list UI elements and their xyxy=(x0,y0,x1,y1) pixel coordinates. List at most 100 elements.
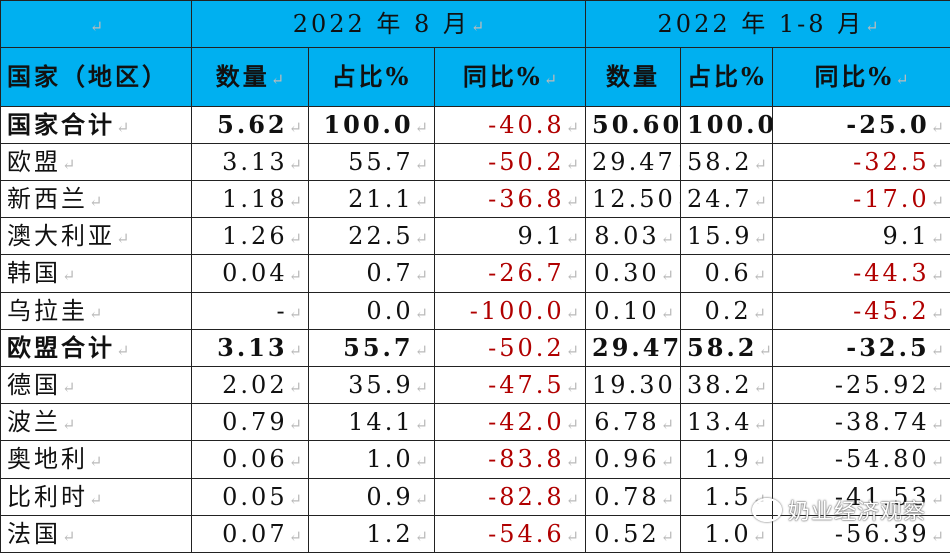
table-row: 新西兰↵1.18↵21.1↵-36.8↵12.50↵24.7↵-17.0↵ xyxy=(0,179,950,219)
cumulative-share-cell: 24.7↵ xyxy=(680,179,774,219)
monthly-yoy-cell: -54.6↵ xyxy=(433,514,587,553)
period-monthly-header: 2022 年 8 月↵ xyxy=(190,0,587,49)
cumulative-share-cell: 100.0↵ xyxy=(680,105,774,144)
monthly-share-cell: 55.7↵ xyxy=(308,142,435,181)
monthly-yoy-cell: -42.0↵ xyxy=(433,403,587,442)
table-row: 澳大利亚↵ 1.26↵ 22.5↵ 9.1↵ 8.03↵ 15.9↵ 9.1↵ xyxy=(0,217,950,256)
country-cell: 波兰↵ xyxy=(0,403,192,442)
monthly-yoy-header: 同比%↵ xyxy=(433,47,587,107)
cumulative-qty-cell: 29.47↵ xyxy=(585,328,682,367)
monthly-share-cell: 14.1↵ xyxy=(308,403,435,442)
monthly-qty-cell: 5.62↵ xyxy=(191,105,309,144)
cumulative-share-header: 占比% xyxy=(680,47,774,107)
monthly-qty-cell: 2.02↵ xyxy=(191,365,309,405)
monthly-yoy-cell: -36.8↵ xyxy=(433,179,587,219)
wechat-logo-icon xyxy=(752,498,782,522)
column-header-row: 国家（地区） 数量↵ 占比% 同比%↵ 数量 占比% 同比%↵ xyxy=(0,47,950,107)
monthly-share-cell: 22.5↵ xyxy=(308,217,435,256)
cumulative-yoy-cell: -32.5↵ xyxy=(772,142,950,181)
cumulative-yoy-cell: -32.5↵ xyxy=(772,328,950,367)
monthly-yoy-cell: 9.1↵ xyxy=(433,217,587,256)
monthly-qty-cell: -↵ xyxy=(191,291,309,330)
monthly-qty-cell: 1.18↵ xyxy=(191,179,309,219)
cumulative-share-cell: 1.0↵ xyxy=(680,514,774,553)
monthly-share-cell: 1.2↵ xyxy=(308,514,435,553)
monthly-yoy-cell: -82.8↵ xyxy=(433,477,587,516)
cumulative-share-cell: 38.2↵ xyxy=(680,365,774,405)
cumulative-yoy-cell: -41.53↵ xyxy=(772,477,950,516)
monthly-yoy-cell: -100.0↵ xyxy=(433,291,587,330)
monthly-qty-cell: 0.07↵ xyxy=(191,514,309,553)
table-row: 波兰↵ 0.79↵ 14.1↵ -42.0↵ 6.78↵ 13.4↵ -38.74↵ xyxy=(0,403,950,442)
country-cell: 德国↵ xyxy=(0,365,192,405)
cumulative-qty-cell: 0.96↵ xyxy=(585,440,682,479)
cumulative-qty-cell: 19.30↵ xyxy=(585,365,682,405)
cumulative-yoy-cell: -17.0↵ xyxy=(772,179,950,219)
monthly-share-cell: 0.7↵ xyxy=(308,254,435,293)
monthly-qty-cell: 1.26↵ xyxy=(191,217,309,256)
table-row: 韩国↵ 0.04↵ 0.7↵ -26.7↵ 0.30↵ 0.6↵ -44.3↵ xyxy=(0,254,950,293)
cumulative-yoy-cell: -54.80↵ xyxy=(772,440,950,479)
monthly-share-cell: 35.9↵ xyxy=(308,365,435,405)
monthly-qty-cell: 3.13↵ xyxy=(191,142,309,181)
cumulative-share-cell: 13.4↵ xyxy=(680,403,774,442)
monthly-qty-header: 数量↵ xyxy=(191,47,309,107)
table-row: 国家合计↵5.62↵100.0↵-40.8↵50.60↵100.0↵-25.0↵ xyxy=(0,105,950,144)
corner-cell: ↵ xyxy=(0,0,192,49)
cumulative-qty-cell: 8.03↵ xyxy=(585,217,682,256)
monthly-share-cell: 55.7↵ xyxy=(308,328,435,367)
period-cumulative-header: 2022 年 1-8 月↵ xyxy=(585,0,950,49)
cumulative-yoy-cell: 9.1↵ xyxy=(772,217,950,256)
monthly-share-cell: 0.9↵ xyxy=(308,477,435,516)
cumulative-share-cell: 0.6↵ xyxy=(680,254,774,293)
table-row: 欧盟合计↵3.13↵55.7↵-50.2↵29.47↵58.2↵-32.5↵ xyxy=(0,328,950,367)
watermark-text: 奶业经济观察 xyxy=(788,500,927,525)
cumulative-share-cell: 1.9↵ xyxy=(680,440,774,479)
table-row: 乌拉圭↵ -↵ 0.0↵ -100.0↵ 0.10↵ 0.2↵ -45.2↵ xyxy=(0,291,950,330)
country-cell: 法国↵ xyxy=(0,514,192,553)
cumulative-qty-cell: 0.30↵ xyxy=(585,254,682,293)
monthly-qty-cell: 0.05↵ xyxy=(191,477,309,516)
cumulative-yoy-cell: -25.92↵ xyxy=(772,365,950,405)
country-cell: 欧盟↵ xyxy=(0,142,192,181)
monthly-share-cell: 0.0↵ xyxy=(308,291,435,330)
country-cell: 澳大利亚↵ xyxy=(0,217,192,256)
monthly-yoy-cell: -50.2↵ xyxy=(433,142,587,181)
cumulative-qty-cell: 0.10↵ xyxy=(585,291,682,330)
cumulative-qty-cell: 0.78↵ xyxy=(585,477,682,516)
country-cell: 国家合计↵ xyxy=(0,105,192,144)
watermark: 奶业经济观察 xyxy=(752,494,926,526)
cumulative-qty-cell: 0.52↵ xyxy=(585,514,682,553)
cumulative-qty-cell: 12.50↵ xyxy=(585,179,682,219)
cumulative-qty-cell: 50.60↵ xyxy=(585,105,682,144)
monthly-qty-cell: 3.13↵ xyxy=(191,328,309,367)
country-cell: 韩国↵ xyxy=(0,254,192,293)
cumulative-yoy-cell: -45.2↵ xyxy=(772,291,950,330)
monthly-yoy-cell: -50.2↵ xyxy=(433,328,587,367)
cumulative-yoy-cell: -25.0↵ xyxy=(772,105,950,144)
monthly-qty-cell: 0.79↵ xyxy=(191,403,309,442)
table-row: 法国↵ 0.07↵ 1.2↵ -54.6↵ 0.52↵ 1.0↵ -56.39↵ xyxy=(0,514,950,553)
cumulative-yoy-header: 同比%↵ xyxy=(772,47,950,107)
monthly-yoy-cell: -83.8↵ xyxy=(433,440,587,479)
country-cell: 比利时↵ xyxy=(0,477,192,516)
cumulative-qty-header: 数量 xyxy=(585,47,682,107)
table-row: 欧盟↵3.13↵55.7↵-50.2↵29.47↵58.2↵-32.5↵ xyxy=(0,142,950,181)
table-row: 德国↵2.02↵35.9↵-47.5↵19.30↵38.2↵-25.92↵ xyxy=(0,365,950,405)
table-body: 国家合计↵5.62↵100.0↵-40.8↵50.60↵100.0↵-25.0↵… xyxy=(0,105,950,553)
monthly-yoy-cell: -47.5↵ xyxy=(433,365,587,405)
country-cell: 新西兰↵ xyxy=(0,179,192,219)
monthly-yoy-cell: -40.8↵ xyxy=(433,105,587,144)
cumulative-share-cell: 15.9↵ xyxy=(680,217,774,256)
table-row: 比利时↵ 0.05↵ 0.9↵ -82.8↵ 0.78↵ 1.5↵ -41.53↵ xyxy=(0,477,950,516)
cumulative-share-cell: 58.2↵ xyxy=(680,328,774,367)
cumulative-share-cell: 58.2↵ xyxy=(680,142,774,181)
monthly-qty-cell: 0.06↵ xyxy=(191,440,309,479)
monthly-share-header: 占比% xyxy=(308,47,435,107)
cumulative-yoy-cell: -38.74↵ xyxy=(772,403,950,442)
period-header-row: ↵ 2022 年 8 月↵ 2022 年 1-8 月↵ xyxy=(0,0,950,49)
country-cell: 奥地利↵ xyxy=(0,440,192,479)
cumulative-qty-cell: 6.78↵ xyxy=(585,403,682,442)
monthly-share-cell: 21.1↵ xyxy=(308,179,435,219)
